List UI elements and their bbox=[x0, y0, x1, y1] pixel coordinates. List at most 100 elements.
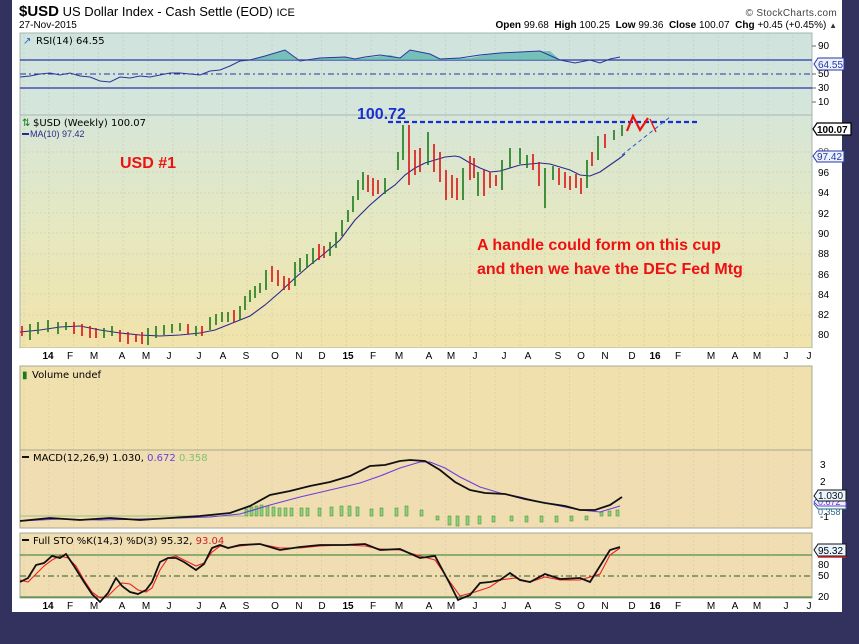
rsi-legend: RSI(14) 64.55 bbox=[36, 36, 105, 47]
price-tick: 90 bbox=[818, 229, 830, 240]
price-tick: 82 bbox=[818, 310, 830, 321]
open-label: Open bbox=[495, 20, 522, 31]
ma-legend: MA(10) 97.42 bbox=[30, 129, 85, 139]
price-tick: 88 bbox=[818, 249, 830, 260]
sto-tick: 20 bbox=[818, 592, 830, 603]
chart-title: $USD US Dollar Index - Cash Settle (EOD)… bbox=[19, 3, 295, 20]
macd-value: MACD(12,26,9) 1.030, bbox=[33, 453, 144, 464]
x-tick: F bbox=[675, 351, 681, 362]
macd-axis: 3 2 -1 0.358 0.672 1.030 bbox=[813, 460, 847, 523]
resistance-label: 100.72 bbox=[357, 106, 406, 123]
copyright: © StockCharts.com bbox=[745, 8, 837, 19]
rsi-tick: 90 bbox=[818, 41, 830, 52]
x-tick: J bbox=[473, 601, 478, 612]
macd-hist-value: 0.358 bbox=[179, 453, 208, 464]
x-tick: M bbox=[395, 351, 403, 362]
x-tick: D bbox=[318, 601, 325, 612]
rsi-icon: ↗ bbox=[23, 36, 31, 47]
handle-sketch bbox=[625, 113, 649, 133]
x-tick: A bbox=[426, 351, 433, 362]
x-tick: 15 bbox=[342, 601, 354, 612]
rsi-axis: 90 50 30 10 64.55 bbox=[812, 41, 845, 108]
price-legend: $USD (Weekly) 100.07 bbox=[33, 118, 146, 129]
volume-icon: ▮ bbox=[22, 370, 28, 381]
trend-projection bbox=[621, 116, 671, 156]
up-arrow-icon: ▲ bbox=[829, 21, 837, 30]
close-value-tag: 100.07 bbox=[817, 125, 848, 136]
x-tick: M bbox=[707, 601, 715, 612]
note-line-2: and then we have the DEC Fed Mtg bbox=[477, 261, 743, 278]
price-tick: 86 bbox=[818, 270, 830, 281]
macd-signal-value: 0.672 bbox=[147, 453, 176, 464]
x-tick: J bbox=[197, 601, 202, 612]
x-tick: A bbox=[525, 601, 532, 612]
rsi-tick: 50 bbox=[818, 69, 830, 80]
ohlc-summary: Open 99.68 High 100.25 Low 99.36 Close 1… bbox=[495, 20, 837, 31]
date-axis-bottom: 14 F M A M J J A S O N D 15 F M A M J J … bbox=[42, 601, 811, 612]
low-label: Low bbox=[615, 20, 636, 31]
x-tick: A bbox=[732, 351, 739, 362]
sto-d-value: 93.04 bbox=[196, 536, 225, 547]
close-value: 100.07 bbox=[698, 20, 730, 31]
x-tick: O bbox=[577, 601, 585, 612]
x-tick: O bbox=[577, 351, 585, 362]
x-tick: M bbox=[90, 601, 98, 612]
volume-panel: ▮ Volume undef bbox=[19, 365, 813, 451]
macd-tick: -1 bbox=[820, 512, 829, 523]
close-label: Close bbox=[668, 20, 697, 31]
x-tick: M bbox=[142, 601, 150, 612]
x-tick: J bbox=[784, 351, 789, 362]
rsi-panel: RSI(14) 64.55 ↗ bbox=[19, 32, 813, 116]
x-tick: M bbox=[90, 351, 98, 362]
sto-axis: 95.32 80 50 20 bbox=[813, 543, 847, 603]
x-tick: F bbox=[370, 601, 376, 612]
x-tick: N bbox=[601, 351, 608, 362]
symbol-name: US Dollar Index - Cash Settle (EOD) bbox=[62, 4, 273, 19]
x-tick: M bbox=[707, 351, 715, 362]
x-tick: F bbox=[370, 351, 376, 362]
x-tick: M bbox=[447, 351, 455, 362]
exchange: ICE bbox=[276, 7, 295, 19]
chart-date: 27-Nov-2015 bbox=[19, 20, 77, 31]
x-tick: 14 bbox=[42, 351, 54, 362]
x-tick: J bbox=[167, 601, 172, 612]
chg-label: Chg bbox=[735, 20, 755, 31]
rsi-tick: 30 bbox=[818, 83, 830, 94]
x-tick: 14 bbox=[42, 601, 54, 612]
x-tick: M bbox=[753, 601, 761, 612]
sto-d-line bbox=[19, 543, 621, 599]
macd-line bbox=[19, 459, 623, 522]
price-bars-icon: ⇅ bbox=[22, 118, 30, 129]
x-tick: O bbox=[271, 601, 279, 612]
x-tick: D bbox=[318, 351, 325, 362]
x-tick: D bbox=[628, 601, 635, 612]
macd-tick: 3 bbox=[820, 460, 826, 471]
x-tick: J bbox=[784, 601, 789, 612]
x-tick: D bbox=[628, 351, 635, 362]
ma-value-tag: 97.42 bbox=[817, 152, 842, 163]
sto-value-tag: 95.32 bbox=[818, 546, 843, 557]
open-value: 99.68 bbox=[523, 20, 549, 31]
x-tick: N bbox=[295, 601, 302, 612]
rsi-value-tag: 64.55 bbox=[818, 60, 843, 71]
macd-panel: MACD(12,26,9) 1.030, 0.672 0.358 bbox=[19, 449, 813, 529]
x-tick: M bbox=[753, 351, 761, 362]
x-tick: A bbox=[732, 601, 739, 612]
date-axis-top: 14 F M A M J J A S O N D 15 F M A M J J … bbox=[20, 348, 812, 362]
x-tick: A bbox=[525, 351, 532, 362]
x-tick: F bbox=[675, 601, 681, 612]
x-tick: S bbox=[243, 601, 250, 612]
x-tick: S bbox=[555, 601, 562, 612]
x-tick: M bbox=[395, 601, 403, 612]
sto-tick: 50 bbox=[818, 571, 830, 582]
price-tick: 92 bbox=[818, 209, 830, 220]
price-tick: 84 bbox=[818, 290, 830, 301]
chart-annotation-title: USD #1 bbox=[120, 155, 176, 172]
x-tick: 16 bbox=[649, 601, 661, 612]
sto-k-line bbox=[19, 543, 621, 604]
macd-value-tag: 1.030 bbox=[818, 491, 843, 502]
x-tick: F bbox=[67, 601, 73, 612]
x-tick: A bbox=[220, 351, 227, 362]
x-tick: M bbox=[142, 351, 150, 362]
